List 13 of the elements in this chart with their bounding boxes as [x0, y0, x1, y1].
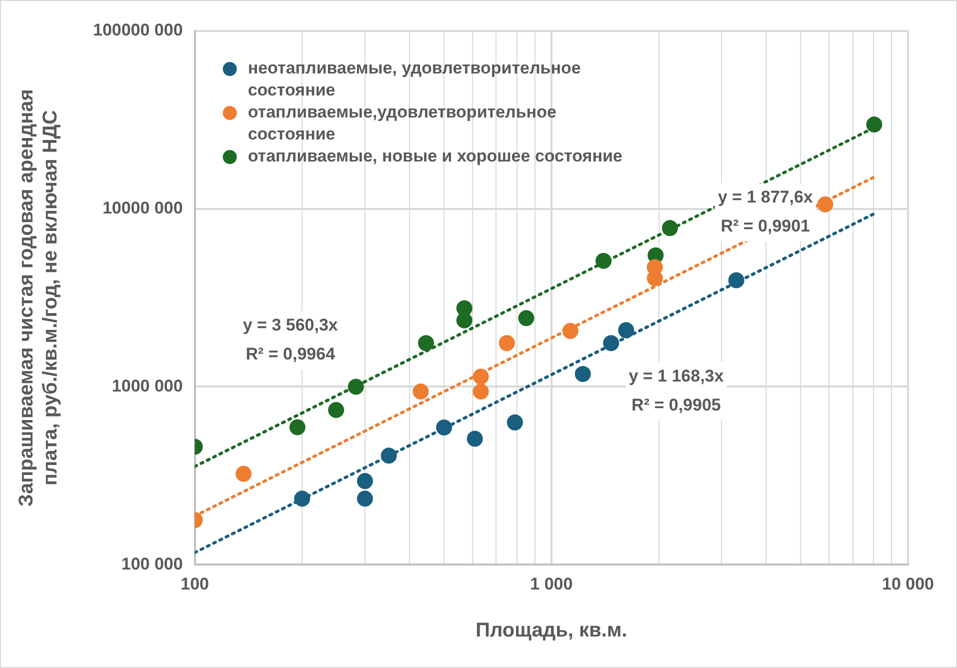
y-tick-label: 10000 000 [102, 198, 183, 218]
annotation: y = 1 168,3x R² = 0,9905 [628, 366, 724, 414]
annotation: y = 1 877,6x R² = 0,9901 [718, 188, 814, 236]
x-tick-label: 10 000 [882, 574, 934, 594]
y-tick-label: 100000 000 [92, 20, 183, 40]
y-tick-label: 100 000 [121, 554, 183, 574]
x-tick-label: 1 000 [530, 574, 573, 594]
y-tick-label: 1000 000 [112, 376, 183, 396]
legend-label: отапливаемые, новые и хорошее состояние [248, 146, 622, 166]
x-tick-label: 100 [180, 574, 209, 594]
x-axis-title: Площадь, кв.м. [476, 620, 628, 642]
y-axis-title: Запрашиваемая чистая годовая арендная плата, руб./кв.м./год, не включая НДС [16, 89, 62, 507]
annotation: y = 3 560,3x R² = 0,9964 [242, 316, 338, 364]
